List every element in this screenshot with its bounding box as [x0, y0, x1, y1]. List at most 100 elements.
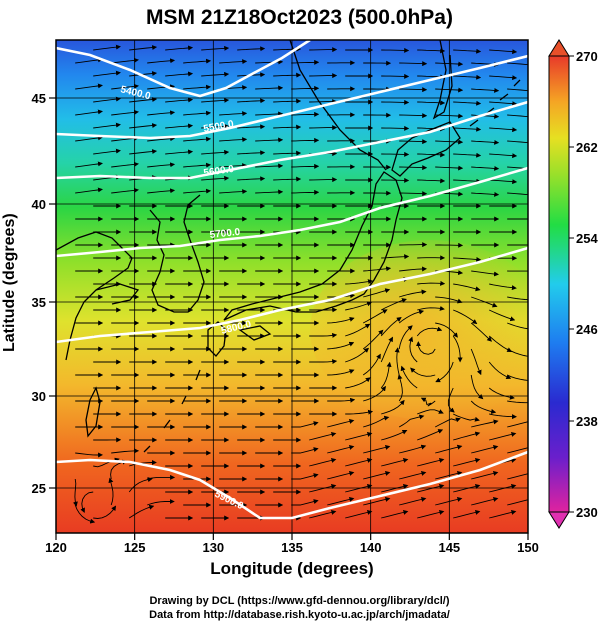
- streamline-arrow: [183, 58, 212, 64]
- streamline-arrow: [435, 139, 464, 145]
- colorbar: 270 262 254 246 238 230: [548, 39, 598, 529]
- streamline-arrow: [381, 509, 409, 519]
- streamline-arrow: [399, 496, 427, 506]
- streamline-arrow: [75, 83, 103, 90]
- streamline-arrow: [488, 361, 512, 379]
- shikoku-coast: [238, 325, 272, 341]
- streamline-arrow: [435, 165, 464, 171]
- streamline-arrow: [309, 177, 338, 183]
- streamline-arrow: [507, 114, 528, 118]
- streamline-arrow: [147, 188, 176, 194]
- streamline-arrow: [93, 122, 121, 129]
- streamline-arrow: [219, 189, 248, 195]
- streamline-arrow: [219, 111, 248, 117]
- hokkaido-coast: [391, 121, 461, 177]
- streamline-arrow: [398, 325, 413, 350]
- streamline-arrow: [309, 125, 338, 131]
- streamline-arrow: [381, 177, 410, 183]
- streamline-arrow: [291, 85, 320, 91]
- streamline-arrow: [435, 113, 464, 119]
- streamline-arrow: [309, 483, 337, 493]
- streamline-arrow: [201, 97, 230, 103]
- streamline-arrow: [471, 165, 500, 171]
- contour-5500: [56, 54, 528, 140]
- streamline-arrow: [80, 491, 94, 514]
- streamline-arrow: [309, 457, 337, 467]
- streamline-arrow: [488, 387, 515, 400]
- streamline-arrow: [75, 57, 103, 64]
- streamline-arrow: [435, 470, 463, 480]
- streamline-arrow: [255, 137, 284, 143]
- streamline-arrow: [147, 136, 176, 142]
- streamline-arrow: [489, 283, 517, 291]
- contour-5700: [56, 166, 528, 258]
- streamline-arrow: [273, 176, 302, 182]
- streamline-arrow: [165, 123, 194, 129]
- streamline-arrow: [129, 45, 158, 51]
- streamline-arrow: [327, 316, 355, 324]
- streamline-arrow: [147, 499, 175, 506]
- honshu-coast: [223, 171, 403, 321]
- streamline-arrow: [165, 149, 194, 155]
- credit-block: Drawing by DCL (https://www.gfd-dennou.o…: [0, 594, 599, 622]
- streamline-arrow: [255, 59, 284, 65]
- streamline-arrow: [237, 124, 266, 130]
- y-tick-35: 35: [32, 295, 46, 310]
- streamline-arrow: [507, 400, 528, 404]
- streamline-arrow: [453, 483, 481, 493]
- streamline-arrow: [201, 149, 230, 155]
- streamline-arrow: [327, 496, 355, 506]
- streamline-arrow: [93, 44, 121, 51]
- streamline-arrow: [453, 126, 482, 132]
- streamline-arrow: [309, 47, 338, 53]
- streamline-arrow: [399, 266, 428, 272]
- streamline-arrow: [399, 113, 428, 119]
- streamline-arrow: [489, 153, 518, 159]
- streamline-arrow: [381, 47, 410, 53]
- streamline-arrow: [327, 444, 355, 454]
- streamline-arrow: [183, 162, 212, 168]
- streamline-arrow: [435, 444, 463, 454]
- streamline-arrow: [435, 322, 458, 338]
- streamline-arrow: [327, 397, 356, 403]
- streamline-arrow: [147, 58, 176, 64]
- streamline-arrow: [470, 322, 493, 342]
- streamline-arrow: [507, 421, 528, 428]
- streamline-arrow: [128, 477, 153, 493]
- streamline-arrow: [327, 470, 355, 480]
- x-tick-130: 130: [202, 540, 224, 555]
- streamline-arrow: [75, 452, 104, 458]
- streamline-arrow: [397, 374, 403, 402]
- streamline-arrow: [237, 98, 266, 104]
- streamline-arrow: [111, 161, 139, 168]
- streamline-arrow: [345, 323, 371, 337]
- streamline-arrow: [363, 496, 391, 506]
- streamline-arrow: [416, 326, 443, 337]
- streamline-arrow: [447, 387, 455, 413]
- streamline-arrow: [363, 415, 390, 428]
- streamline-arrow: [309, 99, 338, 105]
- x-tick-150: 150: [517, 540, 539, 555]
- y-tick-labels: 25 30 35 40 45: [32, 91, 46, 496]
- streamline-arrow: [417, 100, 446, 106]
- streamline-arrow: [417, 152, 446, 158]
- streamline-arrow: [363, 470, 391, 480]
- streamline-arrow: [111, 57, 139, 64]
- streamline-arrow: [507, 296, 528, 301]
- streamline-arrow: [435, 361, 454, 383]
- streamline-arrow: [291, 59, 320, 65]
- streamline-arrow: [201, 123, 230, 129]
- streamline-arrow: [471, 270, 499, 277]
- streamline-arrow: [273, 150, 302, 156]
- contour-5900: [56, 450, 528, 520]
- streamline-arrow: [453, 178, 482, 184]
- streamline-arrow: [363, 266, 392, 272]
- streamline-arrow: [399, 165, 428, 171]
- contour-label-5600: 5600.0: [203, 164, 235, 179]
- streamline-arrow: [363, 288, 391, 298]
- streamline-arrow: [75, 161, 103, 168]
- wind-streamlines: [72, 44, 528, 524]
- streamline-arrow: [273, 98, 302, 104]
- colorbar-tick-238: 238: [576, 414, 598, 429]
